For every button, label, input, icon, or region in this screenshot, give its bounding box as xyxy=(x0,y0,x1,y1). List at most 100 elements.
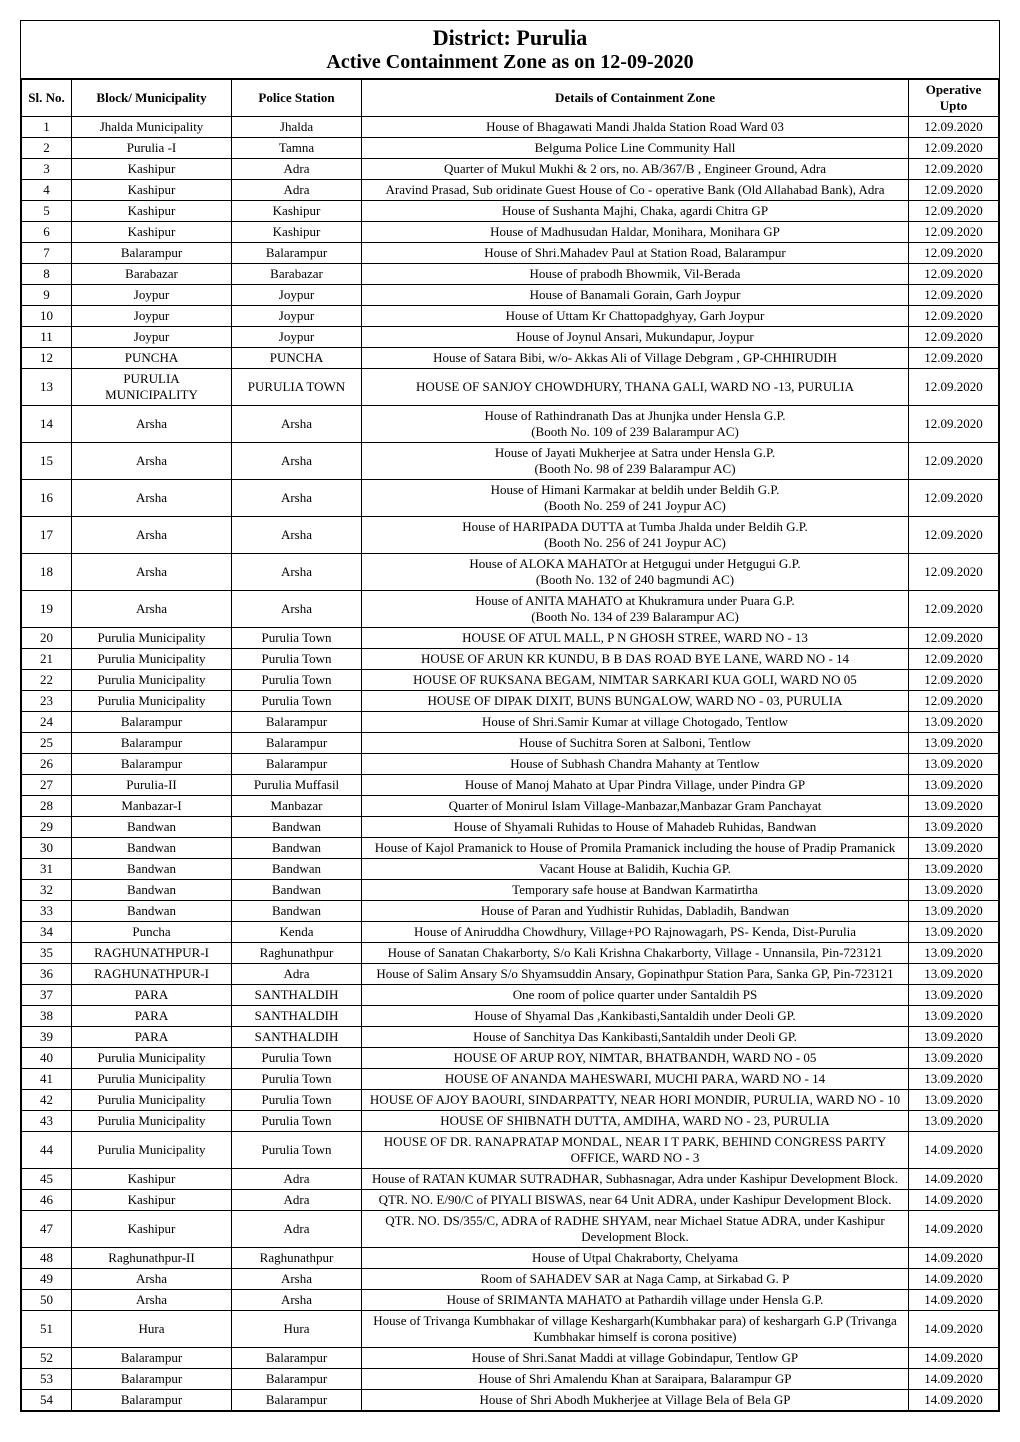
cell-details: House of RATAN KUMAR SUTRADHAR, Subhasna… xyxy=(362,1169,909,1190)
cell-date: 13.09.2020 xyxy=(909,1006,999,1027)
cell-details: HOUSE OF AJOY BAOURI, SINDARPATTY, NEAR … xyxy=(362,1090,909,1111)
cell-details: House of Uttam Kr Chattopadghyay, Garh J… xyxy=(362,306,909,327)
cell-date: 12.09.2020 xyxy=(909,649,999,670)
cell-sl: 39 xyxy=(22,1027,72,1048)
cell-date: 12.09.2020 xyxy=(909,480,999,517)
table-row: 24BalarampurBalarampurHouse of Shri.Sami… xyxy=(22,712,999,733)
table-row: 32BandwanBandwanTemporary safe house at … xyxy=(22,880,999,901)
cell-sl: 13 xyxy=(22,369,72,406)
table-row: 40Purulia MunicipalityPurulia TownHOUSE … xyxy=(22,1048,999,1069)
cell-date: 13.09.2020 xyxy=(909,817,999,838)
cell-details: House of Suchitra Soren at Salboni, Tent… xyxy=(362,733,909,754)
cell-ps: Balarampur xyxy=(232,754,362,775)
cell-details: House of Sanatan Chakarborty, S/o Kali K… xyxy=(362,943,909,964)
cell-details: House of prabodh Bhowmik, Vil-Berada xyxy=(362,264,909,285)
cell-ps: Arsha xyxy=(232,406,362,443)
table-row: 15ArshaArshaHouse of Jayati Mukherjee at… xyxy=(22,443,999,480)
cell-details: One room of police quarter under Santald… xyxy=(362,985,909,1006)
cell-details: House of Trivanga Kumbhakar of village K… xyxy=(362,1311,909,1348)
cell-block: Purulia Municipality xyxy=(72,628,232,649)
cell-details: House of Shri.Sanat Maddi at village Gob… xyxy=(362,1348,909,1369)
cell-block: Bandwan xyxy=(72,817,232,838)
cell-date: 12.09.2020 xyxy=(909,406,999,443)
cell-ps: Adra xyxy=(232,159,362,180)
cell-sl: 43 xyxy=(22,1111,72,1132)
cell-sl: 8 xyxy=(22,264,72,285)
cell-ps: Kashipur xyxy=(232,201,362,222)
cell-details: HOUSE OF DR. RANAPRATAP MONDAL, NEAR I T… xyxy=(362,1132,909,1169)
cell-ps: Balarampur xyxy=(232,243,362,264)
cell-sl: 5 xyxy=(22,201,72,222)
cell-sl: 27 xyxy=(22,775,72,796)
cell-details: Quarter of Mukul Mukhi & 2 ors, no. AB/3… xyxy=(362,159,909,180)
cell-ps: Bandwan xyxy=(232,880,362,901)
table-row: 27Purulia-IIPurulia MuffasilHouse of Man… xyxy=(22,775,999,796)
cell-details: House of Shri.Samir Kumar at village Cho… xyxy=(362,712,909,733)
cell-sl: 32 xyxy=(22,880,72,901)
cell-ps: Purulia Town xyxy=(232,1048,362,1069)
table-row: 6KashipurKashipurHouse of Madhusudan Hal… xyxy=(22,222,999,243)
cell-details: House of Manoj Mahato at Upar Pindra Vil… xyxy=(362,775,909,796)
cell-date: 14.09.2020 xyxy=(909,1190,999,1211)
cell-ps: SANTHALDIH xyxy=(232,1006,362,1027)
table-row: 42Purulia MunicipalityPurulia TownHOUSE … xyxy=(22,1090,999,1111)
cell-details: HOUSE OF ANANDA MAHESWARI, MUCHI PARA, W… xyxy=(362,1069,909,1090)
cell-details: Vacant House at Balidih, Kuchia GP. xyxy=(362,859,909,880)
cell-sl: 17 xyxy=(22,517,72,554)
cell-block: Kashipur xyxy=(72,159,232,180)
cell-sl: 25 xyxy=(22,733,72,754)
cell-ps: Adra xyxy=(232,180,362,201)
cell-ps: SANTHALDIH xyxy=(232,985,362,1006)
cell-date: 12.09.2020 xyxy=(909,264,999,285)
cell-date: 13.09.2020 xyxy=(909,1048,999,1069)
cell-block: Purulia -I xyxy=(72,138,232,159)
cell-block: Puncha xyxy=(72,922,232,943)
cell-ps: Raghunathpur xyxy=(232,943,362,964)
cell-block: Purulia Municipality xyxy=(72,1111,232,1132)
cell-ps: Bandwan xyxy=(232,859,362,880)
cell-date: 14.09.2020 xyxy=(909,1290,999,1311)
cell-date: 12.09.2020 xyxy=(909,691,999,712)
cell-ps: Purulia Muffasil xyxy=(232,775,362,796)
cell-sl: 15 xyxy=(22,443,72,480)
cell-details: House of Himani Karmakar at beldih under… xyxy=(362,480,909,517)
cell-sl: 41 xyxy=(22,1069,72,1090)
table-row: 20Purulia MunicipalityPurulia TownHOUSE … xyxy=(22,628,999,649)
cell-details: House of Shri Abodh Mukherjee at Village… xyxy=(362,1390,909,1411)
cell-details: House of Banamali Gorain, Garh Joypur xyxy=(362,285,909,306)
cell-date: 13.09.2020 xyxy=(909,964,999,985)
cell-date: 13.09.2020 xyxy=(909,1027,999,1048)
cell-sl: 49 xyxy=(22,1269,72,1290)
cell-block: Balarampur xyxy=(72,733,232,754)
cell-details: HOUSE OF ATUL MALL, P N GHOSH STREE, WAR… xyxy=(362,628,909,649)
table-row: 28Manbazar-IManbazarQuarter of Monirul I… xyxy=(22,796,999,817)
table-row: 39PARASANTHALDIHHouse of Sanchitya Das K… xyxy=(22,1027,999,1048)
cell-block: Balarampur xyxy=(72,1369,232,1390)
cell-sl: 44 xyxy=(22,1132,72,1169)
cell-sl: 51 xyxy=(22,1311,72,1348)
cell-block: Hura xyxy=(72,1311,232,1348)
cell-sl: 2 xyxy=(22,138,72,159)
cell-block: Balarampur xyxy=(72,243,232,264)
cell-block: Bandwan xyxy=(72,901,232,922)
cell-block: Balarampur xyxy=(72,1390,232,1411)
table-row: 1Jhalda MunicipalityJhaldaHouse of Bhaga… xyxy=(22,117,999,138)
cell-date: 13.09.2020 xyxy=(909,838,999,859)
cell-sl: 10 xyxy=(22,306,72,327)
table-row: 46KashipurAdraQTR. NO. E/90/C of PIYALI … xyxy=(22,1190,999,1211)
table-row: 3KashipurAdraQuarter of Mukul Mukhi & 2 … xyxy=(22,159,999,180)
table-row: 29BandwanBandwanHouse of Shyamali Ruhida… xyxy=(22,817,999,838)
table-row: 12PUNCHAPUNCHAHouse of Satara Bibi, w/o-… xyxy=(22,348,999,369)
cell-date: 13.09.2020 xyxy=(909,859,999,880)
cell-sl: 48 xyxy=(22,1248,72,1269)
cell-sl: 9 xyxy=(22,285,72,306)
cell-ps: Balarampur xyxy=(232,1390,362,1411)
cell-ps: PURULIA TOWN xyxy=(232,369,362,406)
cell-details: House of Salim Ansary S/o Shyamsuddin An… xyxy=(362,964,909,985)
table-row: 8BarabazarBarabazarHouse of prabodh Bhow… xyxy=(22,264,999,285)
cell-details: HOUSE OF DIPAK DIXIT, BUNS BUNGALOW, WAR… xyxy=(362,691,909,712)
cell-ps: Arsha xyxy=(232,591,362,628)
cell-date: 12.09.2020 xyxy=(909,591,999,628)
cell-sl: 38 xyxy=(22,1006,72,1027)
cell-details: House of Aniruddha Chowdhury, Village+PO… xyxy=(362,922,909,943)
